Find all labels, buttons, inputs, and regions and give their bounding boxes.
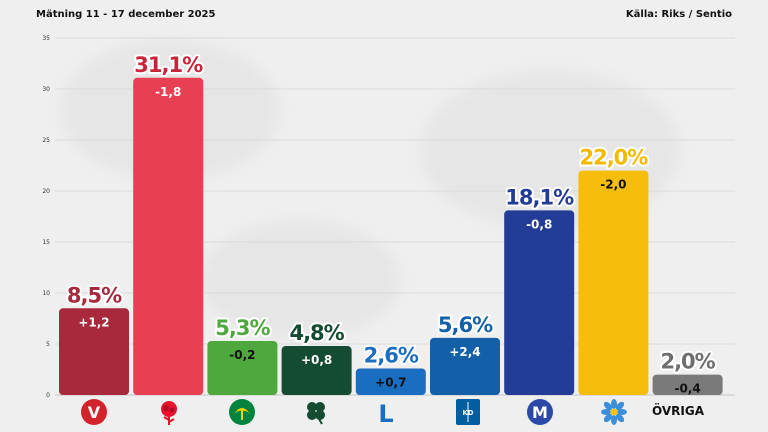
value-label: 22,0%	[579, 146, 648, 170]
bar-s	[133, 77, 204, 395]
change-label: +0,7	[375, 375, 406, 389]
value-label: 2,6%	[364, 343, 419, 367]
party-logo-sd	[600, 398, 628, 426]
bar-övriga	[652, 374, 723, 395]
clover-leaf-green-icon	[229, 399, 255, 425]
measurement-period: Mätning 11 - 17 december 2025	[36, 9, 216, 20]
y-tick-label: 20	[42, 188, 50, 195]
y-tick-label: 10	[42, 290, 50, 297]
change-label: -1,8	[155, 85, 181, 99]
blue-flower-icon	[601, 399, 627, 425]
change-label: -0,8	[526, 217, 552, 231]
bar-v	[59, 308, 129, 395]
party-logo-s	[155, 398, 183, 426]
party-logo-c2	[302, 398, 330, 426]
y-tick-label: 25	[42, 137, 50, 144]
party-logo-kd: KD	[454, 398, 482, 426]
change-label: +2,4	[449, 345, 480, 359]
value-label: 2,0%	[660, 350, 715, 374]
m-letter: M	[532, 403, 548, 422]
ovriga-label: ÖVRIGA	[652, 404, 705, 418]
change-label: +1,2	[78, 315, 109, 329]
rose-icon	[161, 401, 177, 425]
value-label: 4,8%	[289, 321, 344, 345]
kd-letters: KD	[462, 409, 473, 417]
bar-m	[504, 210, 575, 395]
party-logo-v: V	[80, 398, 108, 426]
value-label: 18,1%	[505, 185, 574, 209]
background-blob	[200, 220, 400, 340]
party-logo-l: L	[376, 398, 404, 428]
bar-c	[207, 340, 278, 395]
change-label: -0,2	[229, 348, 255, 362]
four-leaf-clover-icon	[307, 402, 325, 425]
source-label: Källa: Riks / Sentio	[625, 9, 732, 20]
y-tick-label: 30	[42, 86, 50, 93]
bar-c2	[281, 346, 352, 395]
y-tick-label: 15	[42, 239, 50, 246]
value-label: 8,5%	[67, 283, 122, 307]
party-logo-m: M	[526, 398, 554, 426]
y-tick-label: 5	[46, 341, 50, 348]
bar-l	[355, 368, 426, 395]
bars: 8,5% +1,2 31,1% -1,8 5,3% -0,2 4,8% +0,8 2,6% +0,…	[59, 51, 723, 396]
bar-kd	[430, 337, 500, 395]
v-letter: V	[88, 403, 101, 422]
change-label: -2,0	[600, 178, 626, 192]
y-tick-label: 0	[46, 392, 50, 399]
bar-sd	[578, 170, 649, 395]
value-label: 5,3%	[215, 316, 270, 340]
y-tick-label: 35	[42, 35, 50, 42]
change-label: +0,8	[301, 353, 332, 367]
change-label: -0,4	[674, 382, 700, 396]
l-letter: L	[378, 400, 393, 426]
value-label: 31,1%	[134, 53, 203, 77]
value-label: 5,6%	[438, 313, 493, 337]
party-logo-c	[228, 398, 256, 426]
